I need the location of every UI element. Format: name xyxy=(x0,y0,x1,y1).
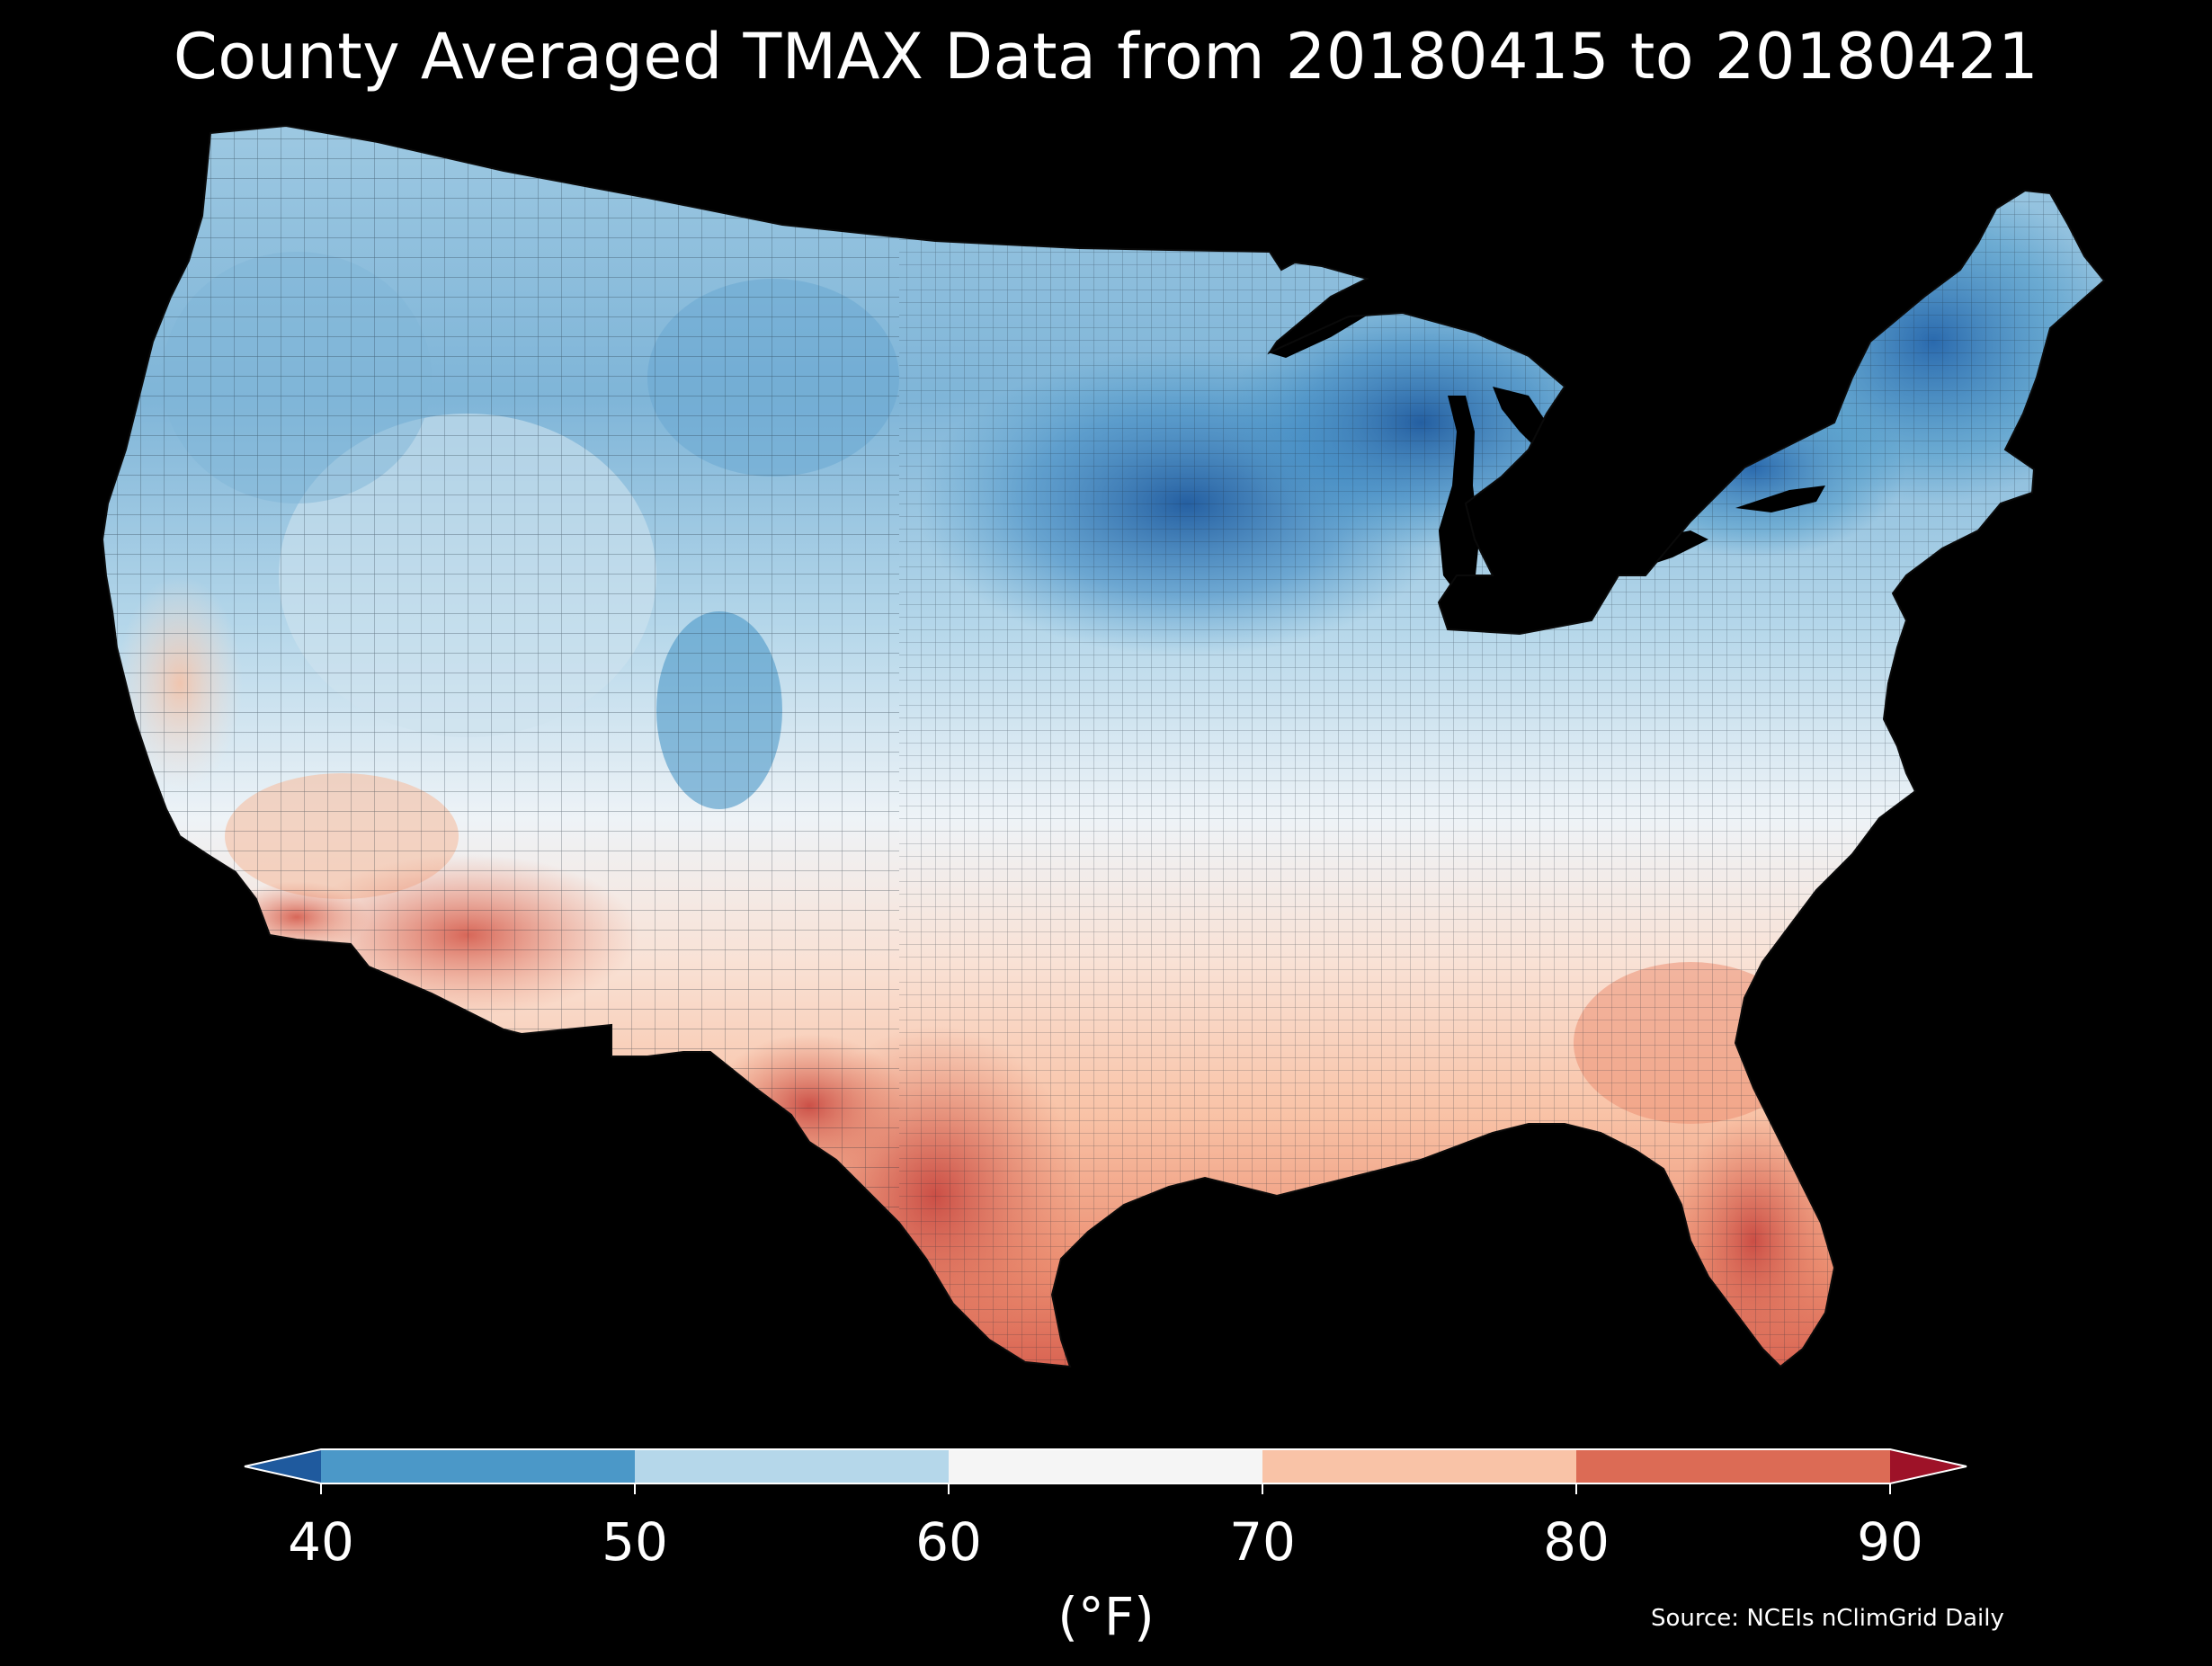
colorbar-tick-label: 90 xyxy=(1857,1511,1923,1572)
colorbar-bin xyxy=(1262,1449,1576,1483)
colorbar-bin xyxy=(321,1449,635,1483)
colorbar-tick-label: 50 xyxy=(602,1511,668,1572)
colorbar-bin xyxy=(635,1449,949,1483)
colorbar-tick-label: 60 xyxy=(915,1511,982,1572)
great-lakes xyxy=(1268,297,1825,593)
colorbar-over-arrow xyxy=(1890,1449,1967,1483)
colorbar-bin xyxy=(949,1449,1262,1483)
map-title: County Averaged TMAX Data from 20180415 … xyxy=(173,20,2039,94)
colorbar-tick-label: 80 xyxy=(1543,1511,1610,1572)
colorbar-under-arrow xyxy=(245,1449,321,1483)
colorbar-tick-label: 70 xyxy=(1229,1511,1296,1572)
colorbar-tick-label: 40 xyxy=(288,1511,354,1572)
colorbar-bin xyxy=(1576,1449,1890,1483)
source-credit: Source: NCEIs nClimGrid Daily xyxy=(1651,1605,2004,1632)
colorbar-unit-label: (°F) xyxy=(1057,1586,1155,1647)
